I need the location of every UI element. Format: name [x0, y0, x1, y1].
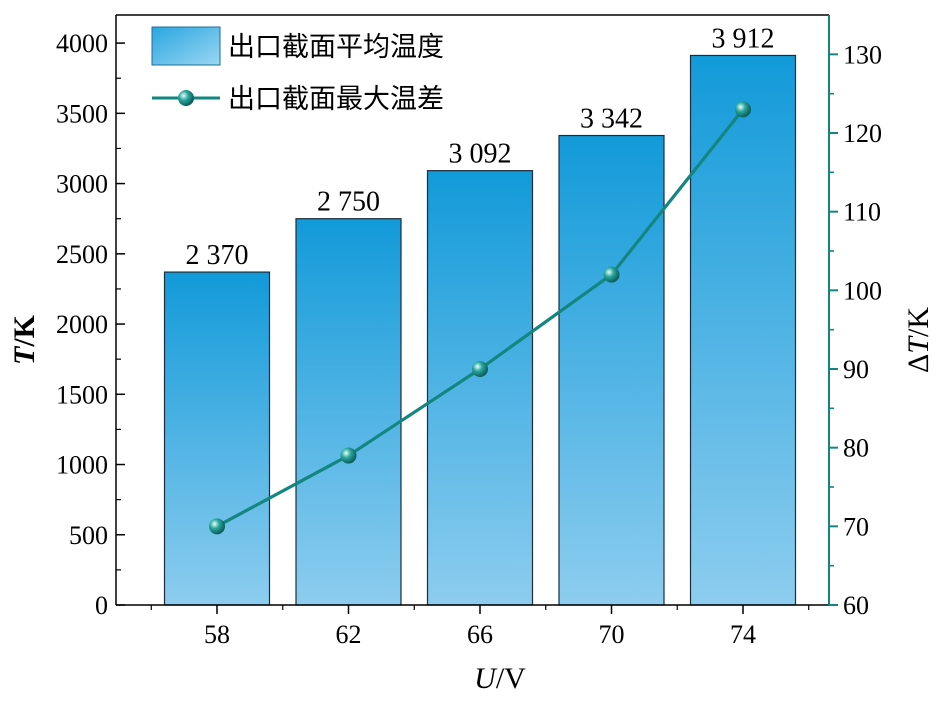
x-tick-label: 70 — [599, 620, 625, 649]
y-tick-label: 1500 — [56, 380, 108, 409]
bars-layer — [163, 54, 797, 606]
y-tick-label: 3500 — [56, 99, 108, 128]
x-tick-label: 66 — [467, 620, 493, 649]
bar-74 — [689, 54, 797, 606]
line-point-66 — [472, 361, 488, 377]
y2-axis-title-unit: /K — [902, 307, 935, 337]
line-point-58 — [209, 518, 225, 535]
y-tick-label: 500 — [69, 521, 108, 550]
line-layer — [209, 101, 751, 535]
x-axis-title: U/V — [474, 662, 526, 695]
y-axis-title-unit: /K — [8, 314, 41, 347]
bar-labels-layer: 2 370 2 750 3 092 3 342 3 912 — [186, 23, 775, 271]
x-tick-label: 58 — [204, 620, 230, 649]
bar-value-label: 3 912 — [712, 23, 775, 54]
legend: 出口截面平均温度 出口截面最大温差 — [151, 26, 444, 115]
y2-tick-label: 60 — [843, 591, 869, 620]
y2-tick-label: 120 — [843, 119, 882, 148]
line-point-62 — [340, 447, 357, 464]
x-axis-title-var: U — [474, 662, 498, 695]
axes-layer: 0 500 1000 1500 2000 2500 3000 3500 4000 60 70 80 90… — [56, 14, 882, 649]
y2-tick-label: 90 — [843, 355, 869, 384]
legend-bar-swatch — [151, 26, 221, 66]
y2-tick-label: 130 — [843, 40, 882, 69]
bar-66 — [426, 170, 534, 606]
bar-value-label: 2 370 — [186, 240, 249, 271]
y-tick-label: 2000 — [56, 310, 108, 339]
y2-tick-label: 80 — [843, 434, 869, 463]
line-point-70 — [603, 266, 620, 283]
x-axis-title-unit: /V — [496, 662, 526, 695]
y2-axis-title-var: T — [902, 335, 935, 354]
bar-value-label: 3 342 — [580, 104, 643, 135]
bar-70 — [558, 134, 665, 606]
y-tick-label: 1000 — [56, 451, 108, 480]
y2-axis-title: ΔT/K — [902, 307, 935, 373]
y-axis-title: T/K — [8, 314, 41, 365]
x-tick-label: 74 — [730, 620, 756, 649]
y2-tick-label: 70 — [843, 512, 869, 541]
y-tick-label: 4000 — [56, 29, 108, 58]
y-tick-label: 0 — [95, 591, 108, 620]
y-tick-label: 2500 — [56, 240, 108, 269]
legend-line-marker — [178, 90, 194, 106]
y-tick-label: 3000 — [56, 170, 108, 199]
bar-value-label: 2 750 — [317, 187, 380, 218]
line-point-74 — [735, 101, 751, 118]
y2-tick-label: 110 — [843, 198, 881, 227]
y2-axis-title-prefix: Δ — [902, 354, 935, 373]
bar-62 — [295, 218, 402, 606]
x-tick-label: 62 — [336, 620, 362, 649]
bar-58 — [163, 271, 271, 606]
legend-line-label: 出口截面最大温差 — [228, 84, 444, 115]
bar-value-label: 3 092 — [449, 139, 512, 170]
legend-bar-label: 出口截面平均温度 — [228, 32, 444, 63]
y-axis-title-var: T — [8, 345, 41, 365]
y2-tick-label: 100 — [843, 276, 882, 305]
